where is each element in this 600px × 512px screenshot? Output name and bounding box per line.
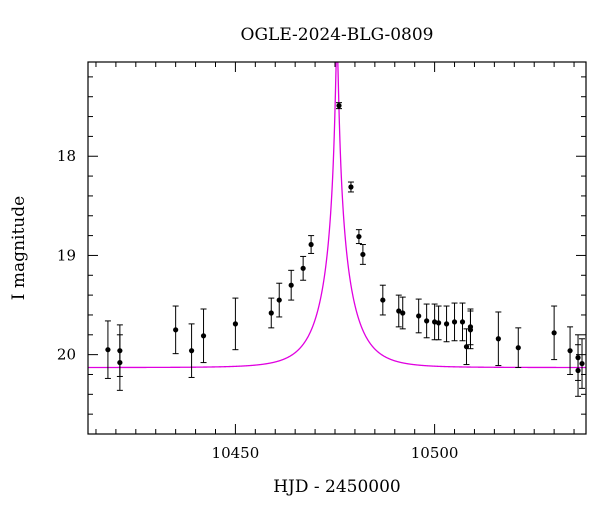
plot-area xyxy=(88,62,586,397)
chart-title: OGLE-2024-BLG-0809 xyxy=(241,25,434,45)
y-axis-label: I magnitude xyxy=(9,196,29,300)
data-point xyxy=(551,305,558,361)
data-marker xyxy=(551,330,557,336)
model-curve-layer xyxy=(88,62,586,369)
axis-ticks: 10450 10500 18 19 20 xyxy=(57,62,586,462)
data-point xyxy=(268,297,275,329)
data-marker xyxy=(200,333,207,339)
data-marker xyxy=(575,367,581,374)
data-marker xyxy=(356,233,362,240)
data-marker xyxy=(567,348,573,354)
y-tick-label: 19 xyxy=(57,246,76,264)
data-points-layer xyxy=(104,102,586,397)
data-marker xyxy=(300,265,306,271)
data-point xyxy=(232,297,239,351)
data-marker xyxy=(360,251,366,258)
data-marker xyxy=(276,297,282,303)
data-point xyxy=(415,298,422,334)
model-curve xyxy=(88,62,586,369)
data-point xyxy=(172,305,179,355)
data-marker xyxy=(443,321,450,327)
data-point xyxy=(431,303,438,341)
data-marker xyxy=(416,313,422,319)
y-tick-label: 18 xyxy=(57,147,76,165)
data-point xyxy=(379,284,386,316)
x-tick-label: 10500 xyxy=(411,444,459,462)
plot-frame xyxy=(87,61,587,435)
y-tick-label: 20 xyxy=(57,346,76,364)
data-point xyxy=(443,305,450,343)
data-point xyxy=(451,302,458,342)
data-marker xyxy=(463,344,470,350)
data-marker xyxy=(308,241,314,248)
x-axis-label: HJD - 2450000 xyxy=(273,477,401,497)
data-marker xyxy=(467,327,474,333)
data-point xyxy=(276,282,283,318)
data-marker xyxy=(459,319,466,325)
data-point xyxy=(459,302,466,342)
data-marker xyxy=(173,327,179,333)
data-point xyxy=(467,310,474,350)
data-point xyxy=(104,320,111,379)
data-marker xyxy=(396,308,402,314)
data-marker xyxy=(515,345,521,351)
data-point xyxy=(579,338,586,389)
data-point xyxy=(423,303,430,339)
data-point xyxy=(116,334,123,391)
data-marker xyxy=(579,360,585,367)
data-point xyxy=(399,296,406,330)
data-marker xyxy=(432,319,438,325)
data-marker xyxy=(495,336,501,342)
data-point xyxy=(300,255,307,281)
data-marker xyxy=(400,310,406,316)
data-point xyxy=(335,102,342,110)
x-tick-label: 10450 xyxy=(212,444,260,462)
data-marker xyxy=(232,321,239,327)
data-point xyxy=(495,311,502,367)
data-point xyxy=(359,244,366,265)
data-point xyxy=(308,235,315,254)
data-point xyxy=(567,326,574,375)
data-marker xyxy=(268,310,274,316)
data-marker xyxy=(380,297,386,303)
data-marker xyxy=(117,359,123,366)
data-marker xyxy=(105,347,111,353)
data-marker xyxy=(451,319,458,325)
data-point xyxy=(395,294,402,328)
data-marker xyxy=(288,282,294,288)
data-marker xyxy=(435,320,442,326)
data-point xyxy=(435,305,442,341)
data-point xyxy=(188,323,195,378)
data-marker xyxy=(424,318,430,324)
data-point xyxy=(355,229,362,245)
data-point xyxy=(288,269,295,301)
data-point xyxy=(200,308,207,364)
data-point xyxy=(463,328,470,366)
data-marker xyxy=(188,348,195,354)
data-point xyxy=(575,344,582,397)
data-marker xyxy=(348,184,354,190)
data-point xyxy=(515,327,522,369)
data-marker xyxy=(336,103,342,109)
data-point xyxy=(347,181,354,193)
